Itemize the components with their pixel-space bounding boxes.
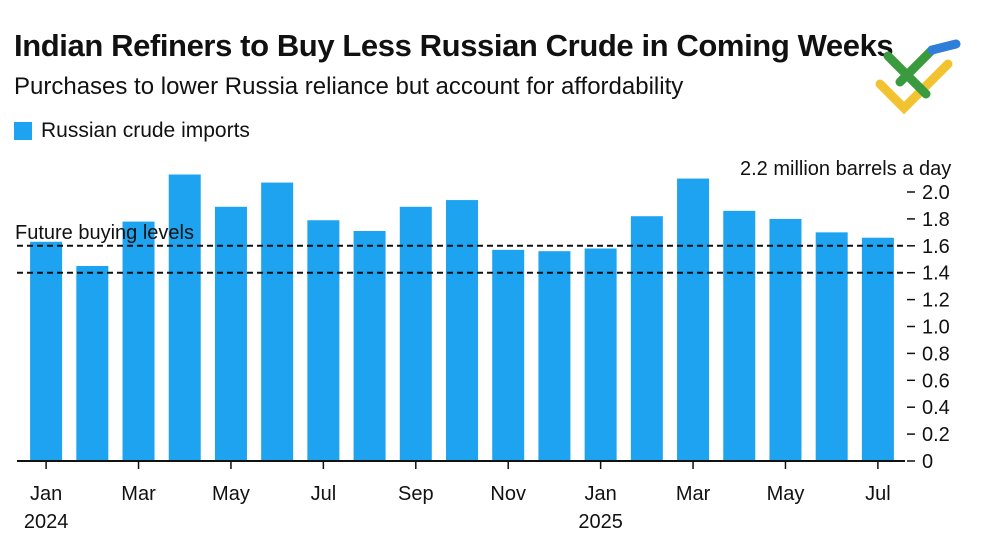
- y-tick-label: 1.2: [922, 290, 950, 312]
- y-tick-label: 1.0: [922, 317, 950, 339]
- y-axis-top-label: 2.2 million barrels a day: [740, 158, 951, 180]
- y-tick-label: 1.4: [922, 263, 950, 285]
- bar: [723, 210, 756, 461]
- y-tick-label: 0: [922, 451, 933, 473]
- bar: [307, 220, 340, 461]
- x-tick-label: May: [212, 483, 250, 505]
- x-tick-label: Jul: [311, 483, 337, 505]
- y-tick-label: 0.6: [922, 370, 950, 392]
- bar: [214, 206, 247, 461]
- annotation-label: Future buying levels: [15, 222, 194, 244]
- y-tick-label: 1.6: [922, 236, 950, 258]
- x-tick-year-label: 2024: [24, 511, 69, 533]
- y-tick-label: 0.8: [922, 343, 950, 365]
- chart-subtitle: Purchases to lower Russia reliance but a…: [14, 73, 684, 100]
- y-tick-label: 2.0: [922, 182, 950, 204]
- bar: [399, 206, 432, 461]
- bar: [630, 216, 663, 461]
- bar: [861, 237, 894, 461]
- bar: [76, 265, 109, 461]
- bar: [446, 200, 478, 461]
- legend-label: Russian crude imports: [41, 119, 250, 142]
- bar: [815, 232, 848, 461]
- bar: [261, 182, 294, 461]
- y-tick-label: 0.4: [922, 397, 950, 419]
- x-tick-year-label: 2025: [578, 511, 623, 533]
- bar: [353, 231, 386, 461]
- bar: [492, 249, 525, 461]
- bar: [122, 221, 155, 461]
- bar: [769, 218, 802, 461]
- bar: [538, 251, 571, 461]
- bar: [584, 248, 617, 461]
- x-tick-label: May: [767, 483, 805, 505]
- y-tick-label: 1.8: [922, 209, 950, 231]
- y-tick-label: 0.2: [922, 424, 950, 446]
- x-tick-label: Jan: [30, 483, 62, 505]
- legend: Russian crude imports: [14, 119, 250, 143]
- legend-swatch: [14, 122, 32, 140]
- x-tick-label: Mar: [121, 483, 156, 505]
- x-tick-label: Jul: [865, 483, 891, 505]
- x-tick-label: Jan: [585, 483, 617, 505]
- x-tick-label: Mar: [676, 483, 711, 505]
- bar: [168, 174, 201, 461]
- x-tick-label: Nov: [490, 483, 526, 505]
- bar: [677, 178, 710, 462]
- chart-title: Indian Refiners to Buy Less Russian Crud…: [14, 28, 894, 63]
- brand-logo-icon: [875, 39, 961, 115]
- bar: [30, 241, 63, 461]
- x-tick-label: Sep: [398, 483, 434, 505]
